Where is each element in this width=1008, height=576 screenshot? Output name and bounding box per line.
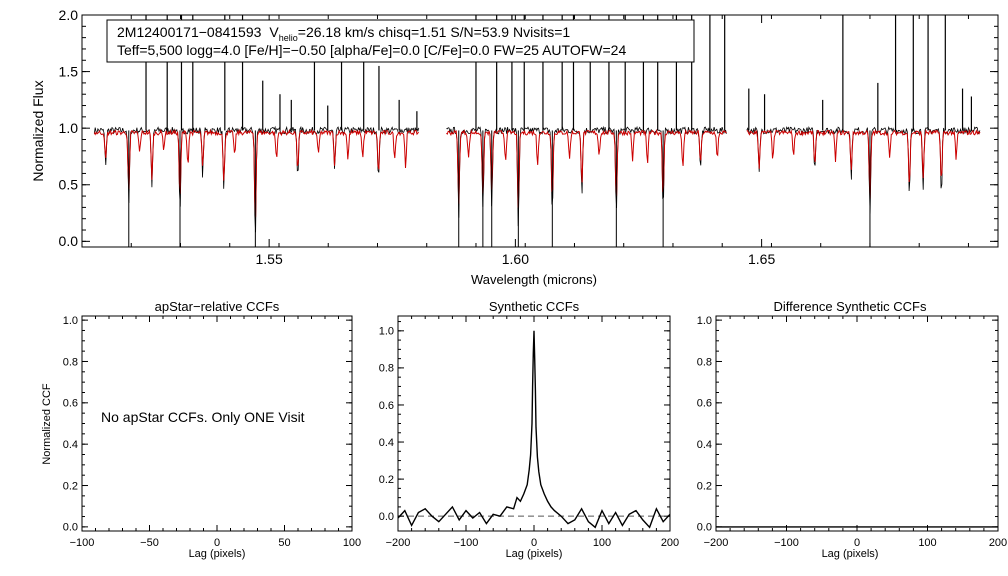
y-tick-label: 0.4: [697, 439, 712, 451]
x-tick-label: 0: [214, 537, 220, 549]
x-tick-label: 1.60: [502, 251, 529, 267]
x-tick-label: −100: [454, 537, 479, 549]
y-tick-label: 1.0: [379, 326, 394, 338]
y-tick-label: 1.0: [63, 315, 78, 327]
synthetic-ccf-xlabel: Lag (pixels): [506, 548, 563, 560]
info-box: 2M12400171−0841593 Vhelio=26.18 km/s chis…: [106, 19, 695, 63]
info-v-symbol: V: [269, 24, 279, 40]
info-box-frame: [106, 19, 695, 63]
x-tick-label: 200: [661, 537, 679, 549]
apstar-ccf-axes: −100 −50 0 50 100 0.0 0.2 0.4 0.6 0.8 1.0: [63, 315, 361, 549]
model-spectrum-line-chip-1: [93, 128, 420, 218]
synthetic-ccf-data: [397, 330, 671, 529]
y-tick-label: 1.0: [59, 120, 79, 136]
observed-spectrum-line-chip-3: [746, 126, 981, 214]
info-line1-rest: =26.18 km/s chisq=1.51 S/N=53.9 Nvisits=…: [298, 24, 571, 40]
difference-ccf-frame: [715, 315, 999, 532]
y-tick-label: 0.5: [59, 177, 79, 193]
x-tick-label: 100: [918, 537, 936, 549]
y-tick-label: 0.0: [63, 522, 78, 534]
info-object: 2M12400171−0841593: [117, 24, 262, 40]
y-tick-label: 0.4: [379, 437, 394, 449]
y-tick-label: 1.0: [697, 315, 712, 327]
synthetic-ccf-line: [397, 330, 671, 529]
difference-ccf-panel: Difference Synthetic CCFs −200 −100 0 100 20…: [697, 299, 1007, 560]
y-tick-label: 0.8: [697, 356, 712, 368]
spectrum-panel: 1.55 1.60 1.65 0.0 0.5 1.0 1.5 2.0 Wavelength (…: [30, 7, 999, 287]
x-tick-label: −100: [70, 537, 95, 549]
difference-ccf-title: Difference Synthetic CCFs: [774, 299, 927, 314]
spectrum-frame: [81, 14, 999, 248]
apstar-ccf-panel: apStar−relative CCFs −100 −50 0 50 100 0.0 0.2…: [41, 299, 361, 560]
y-tick-label: 0.8: [379, 363, 394, 375]
info-line2: Teff=5,500 logg=4.0 [Fe/H]=−0.50 [alpha/…: [117, 42, 626, 58]
y-tick-label: 0.6: [63, 398, 78, 410]
x-tick-label: 0: [531, 537, 537, 549]
info-v-subscript: helio: [279, 33, 298, 43]
x-tick-label: 1.65: [748, 251, 775, 267]
model-spectrum-line-chip-2: [446, 128, 727, 208]
apstar-ccf-xlabel: Lag (pixels): [189, 548, 246, 560]
spectrum-ylabel: Normalized Flux: [30, 80, 46, 181]
synthetic-ccf-axes: −200 −100 0 100 200 0.0 0.2 0.4 0.6 0.8 1.0: [379, 316, 679, 549]
x-tick-label: 50: [278, 537, 290, 549]
y-tick-label: 0.0: [379, 511, 394, 523]
x-tick-label: 200: [989, 537, 1007, 549]
x-tick-label: −100: [774, 537, 799, 549]
y-tick-label: 0.6: [379, 400, 394, 412]
apstar-ccf-message: No apStar CCFs. Only ONE Visit: [101, 409, 305, 425]
y-tick-label: 0.6: [697, 398, 712, 410]
y-tick-label: 0.0: [59, 233, 79, 249]
spectrum-axes: 1.55 1.60 1.65 0.0 0.5 1.0 1.5 2.0: [59, 7, 998, 267]
x-tick-label: 1.55: [256, 251, 283, 267]
synthetic-ccf-title: Synthetic CCFs: [489, 299, 580, 314]
y-tick-label: 2.0: [59, 7, 79, 23]
x-tick-label: 100: [593, 537, 611, 549]
x-tick-label: 100: [343, 537, 361, 549]
spectrum-xlabel: Wavelength (microns): [471, 272, 597, 287]
y-tick-label: 0.2: [63, 480, 78, 492]
y-tick-label: 0.4: [63, 439, 78, 451]
apstar-ccf-title: apStar−relative CCFs: [155, 299, 280, 314]
difference-ccf-axes: −200 −100 0 100 200 0.0 0.2 0.4 0.6 0.8 1.0: [697, 315, 1007, 549]
y-tick-label: 0.0: [697, 522, 712, 534]
difference-ccf-xlabel: Lag (pixels): [822, 548, 879, 560]
y-tick-label: 1.5: [59, 63, 79, 79]
x-tick-label: −200: [704, 537, 729, 549]
y-tick-label: 0.2: [697, 480, 712, 492]
model-spectrum-line-chip-3: [746, 128, 981, 199]
apstar-ccf-ylabel: Normalized CCF: [41, 383, 53, 465]
x-tick-label: 0: [854, 537, 860, 549]
y-tick-label: 0.2: [379, 474, 394, 486]
y-tick-label: 0.8: [63, 356, 78, 368]
synthetic-ccf-panel: Synthetic CCFs −200 −100 0 100 200 0.0 0.2 0.4 0…: [379, 299, 679, 560]
x-tick-label: −200: [386, 537, 411, 549]
info-line1: 2M12400171−0841593 Vhelio=26.18 km/s chis…: [117, 24, 570, 43]
x-tick-label: −50: [140, 537, 159, 549]
